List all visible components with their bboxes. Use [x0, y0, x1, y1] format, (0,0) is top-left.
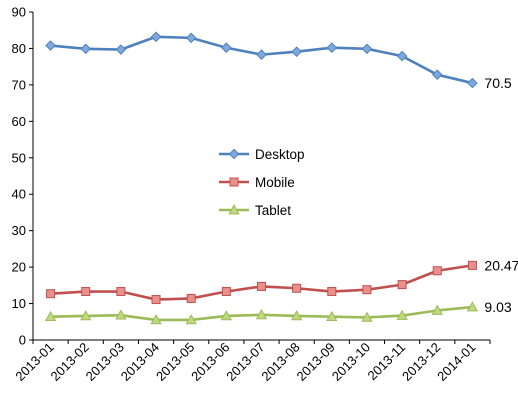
x-tick-label: 2013-07 [223, 340, 267, 384]
legend-item-tablet: Tablet [219, 203, 291, 218]
tablet-point [185, 314, 197, 325]
series-layer [44, 31, 479, 325]
desktop-point [361, 43, 373, 55]
x-tick-label: 2014-01 [434, 340, 478, 384]
legend: Desktop Mobile Tablet [219, 147, 305, 218]
tablet-point [326, 310, 338, 322]
mobile-point [467, 260, 477, 270]
tablet-point [291, 310, 303, 321]
y-tick-label: 30 [12, 223, 26, 238]
mobile-point [151, 295, 161, 305]
tablet-point [80, 310, 92, 321]
chart-axes [32, 12, 490, 341]
mobile-point [221, 287, 231, 297]
mobile-point [81, 287, 91, 297]
legend-marker-mobile [229, 177, 239, 187]
legend-item-desktop: Desktop [219, 147, 305, 162]
desktop-point [45, 40, 56, 51]
tablet-point [361, 311, 373, 322]
tablet-point [44, 310, 57, 322]
mobile-point [327, 287, 337, 297]
mobile-point [46, 289, 56, 299]
y-tick-label: 60 [12, 114, 26, 129]
series-tablet [44, 301, 479, 325]
legend-marker-tablet [228, 204, 240, 215]
tablet-point [466, 301, 479, 312]
end-label-desktop: 70.5 [484, 75, 511, 91]
end-label-tablet: 9.03 [484, 299, 511, 315]
tablet-point [431, 304, 443, 315]
mobile-point [362, 285, 372, 295]
mobile-point [292, 283, 302, 293]
legend-label: Tablet [255, 203, 291, 218]
x-tick-label: 2013-10 [329, 340, 373, 384]
legend-label: Mobile [255, 175, 295, 190]
series-desktop [45, 31, 478, 89]
desktop-point [150, 31, 162, 43]
tablet-point [220, 310, 232, 321]
desktop-point [467, 77, 478, 89]
tablet-point [396, 309, 408, 320]
x-tick-label: 2013-08 [258, 340, 302, 384]
x-tick-label: 2013-04 [118, 340, 162, 384]
mobile-point [186, 293, 196, 303]
mobile-point [116, 287, 126, 297]
x-tick-label: 2013-12 [399, 340, 443, 384]
desktop-point [256, 49, 267, 60]
tablet-point [115, 309, 127, 320]
x-tick-label: 2013-09 [294, 340, 338, 384]
end-labels: 70.5 20.47 9.03 [484, 75, 518, 315]
x-tick-label: 2013-03 [83, 340, 127, 384]
desktop-point [396, 50, 408, 62]
x-tick-label: 2013-02 [48, 340, 92, 384]
x-axis-ticks: 2013-012013-022013-032013-042013-052013-… [12, 340, 491, 384]
desktop-point [291, 46, 302, 58]
y-axis-ticks: 0 10 20 30 40 50 60 70 80 90 [12, 5, 33, 348]
mobile-point [432, 266, 442, 276]
y-tick-label: 80 [12, 41, 26, 56]
legend-label: Desktop [255, 147, 305, 162]
series-mobile [46, 260, 477, 305]
end-label-mobile: 20.47 [484, 257, 518, 273]
mobile-point [257, 281, 266, 291]
desktop-point [80, 43, 92, 55]
desktop-point [221, 42, 232, 54]
y-tick-label: 0 [19, 333, 26, 348]
y-tick-label: 20 [12, 260, 26, 275]
x-tick-label: 2013-06 [188, 340, 232, 384]
legend-item-mobile: Mobile [219, 175, 295, 190]
y-tick-label: 50 [12, 150, 26, 165]
desktop-point [115, 44, 127, 55]
tablet-point [255, 309, 268, 320]
mobile-point [397, 280, 407, 290]
y-tick-label: 10 [12, 296, 26, 311]
y-tick-label: 40 [12, 187, 26, 202]
legend-marker-desktop [228, 148, 240, 160]
tablet-point [150, 314, 162, 325]
y-tick-label: 70 [12, 77, 26, 92]
desktop-point [431, 69, 443, 80]
x-tick-label: 2013-05 [153, 340, 197, 384]
y-tick-label: 90 [12, 5, 26, 20]
desktop-point [326, 42, 338, 54]
desktop-point [185, 32, 197, 44]
